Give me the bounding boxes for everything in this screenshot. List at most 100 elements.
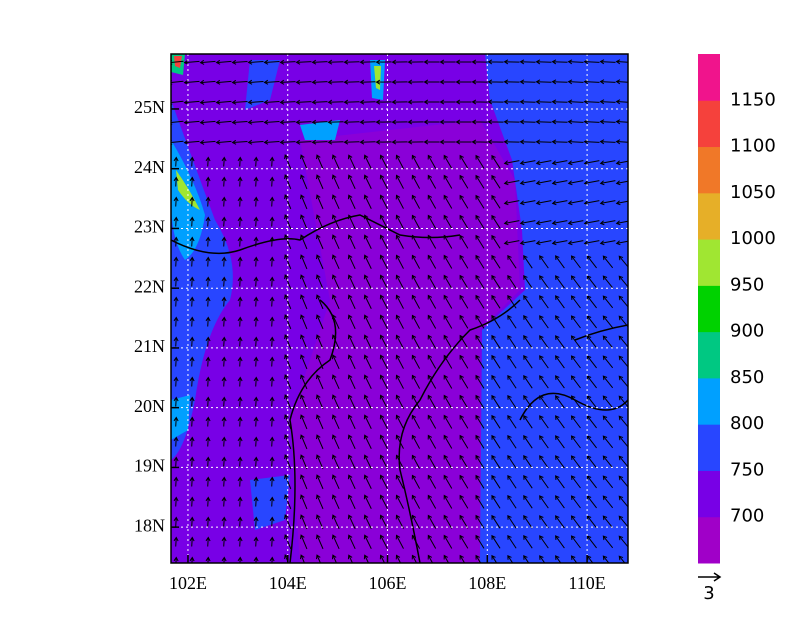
- wind-arrow: [570, 535, 581, 549]
- wind-arrow: [253, 156, 259, 167]
- wind-arrow: [586, 455, 597, 469]
- wind-arrow: [300, 314, 308, 330]
- wind-arrow: [221, 196, 227, 207]
- wind-arrow: [300, 414, 308, 430]
- wind-arrow: [395, 214, 404, 229]
- wind-arrow: [331, 254, 340, 270]
- wind-arrow: [491, 334, 501, 349]
- wind-arrow: [459, 334, 469, 349]
- wind-arrow: [331, 554, 338, 563]
- wind-arrow: [503, 119, 520, 125]
- wind-arrow: [221, 176, 227, 187]
- wind-arrow: [395, 534, 404, 549]
- wind-arrow: [395, 554, 402, 563]
- wind-arrow: [221, 236, 227, 247]
- wind-arrow: [221, 396, 227, 407]
- wind-arrow: [551, 119, 568, 125]
- wind-arrow: [475, 154, 485, 169]
- wind-arrow: [519, 139, 536, 145]
- wind-arrow: [455, 139, 472, 145]
- wind-arrow: [539, 475, 549, 489]
- wind-arrow: [173, 496, 179, 507]
- wind-arrow: [315, 534, 324, 550]
- wind-arrow: [391, 99, 408, 105]
- wind-arrow: [315, 374, 324, 390]
- wind-arrow: [269, 436, 275, 447]
- wind-arrow: [539, 395, 549, 409]
- wind-arrow: [253, 336, 259, 347]
- wind-arrow: [269, 456, 275, 467]
- wind-arrow: [253, 456, 259, 467]
- wind-arrow: [459, 374, 469, 389]
- colorbar-segment: [698, 239, 720, 286]
- wind-arrow: [221, 416, 227, 427]
- wind-arrow: [523, 335, 533, 349]
- wind-arrow: [215, 79, 232, 85]
- wind-arrow: [391, 79, 408, 85]
- wind-arrow: [269, 396, 275, 407]
- wind-arrow: [535, 220, 552, 226]
- wind-arrow: [379, 354, 388, 369]
- wind-arrow: [475, 374, 485, 389]
- wind-arrow: [507, 514, 517, 529]
- wind-arrow: [247, 99, 264, 105]
- wind-arrow: [237, 456, 243, 467]
- wind-arrow: [395, 474, 404, 489]
- wind-arrow: [263, 119, 280, 125]
- wind-arrow: [523, 295, 533, 309]
- wind-arrow: [205, 316, 211, 327]
- wind-arrow: [535, 139, 552, 145]
- wind-arrow: [491, 534, 501, 549]
- wind-arrow: [443, 394, 453, 409]
- wind-arrow: [519, 99, 536, 105]
- wind-arrow: [284, 534, 292, 550]
- wind-arrow: [331, 274, 340, 290]
- wind-arrow: [523, 555, 530, 563]
- wind-arrow: [237, 356, 243, 367]
- wind-arrow: [475, 534, 485, 549]
- wind-arrow: [395, 394, 404, 409]
- wind-arrow: [331, 314, 340, 330]
- wind-arrow: [395, 434, 404, 449]
- wind-arrow: [475, 174, 485, 189]
- wind-arrow: [359, 139, 376, 145]
- wind-arrow: [443, 514, 453, 529]
- wind-arrow: [269, 256, 275, 267]
- wind-arrow: [300, 214, 308, 230]
- wind-arrow: [555, 495, 565, 509]
- wind-arrow: [295, 139, 312, 145]
- wind-arrow: [395, 194, 404, 209]
- wind-arrow: [586, 295, 597, 309]
- wind-arrow: [599, 240, 616, 246]
- wind-arrow: [221, 556, 227, 563]
- wind-arrow: [507, 414, 517, 429]
- wind-arrow: [551, 160, 568, 166]
- wind-arrow: [602, 255, 614, 269]
- wind-arrow: [459, 194, 469, 209]
- wind-arrow: [443, 214, 453, 229]
- wind-arrow: [375, 119, 392, 125]
- wind-arrow: [443, 334, 453, 349]
- wind-arrow: [331, 334, 340, 350]
- wind-arrow: [599, 220, 616, 226]
- wind-arrow: [173, 256, 179, 267]
- wind-arrow: [523, 255, 533, 269]
- wind-arrow: [618, 435, 628, 448]
- wind-arrow: [205, 496, 211, 507]
- wind-arrow: [263, 139, 280, 145]
- wind-arrow: [567, 180, 584, 186]
- wind-arrow: [395, 374, 404, 389]
- wind-arrow: [535, 240, 552, 246]
- wind-arrow: [315, 274, 324, 290]
- wind-arrow: [459, 154, 469, 169]
- wind-arrow: [427, 154, 437, 169]
- wind-arrow: [284, 154, 292, 170]
- y-tick-label: 25N: [134, 97, 165, 117]
- x-tick-label: 104E: [269, 573, 307, 593]
- wind-arrow: [331, 354, 340, 370]
- wind-arrow: [427, 334, 437, 349]
- wind-arrow: [221, 256, 227, 267]
- wind-arrow: [215, 139, 232, 145]
- wind-arrow: [284, 334, 292, 350]
- wind-arrow: [347, 434, 356, 449]
